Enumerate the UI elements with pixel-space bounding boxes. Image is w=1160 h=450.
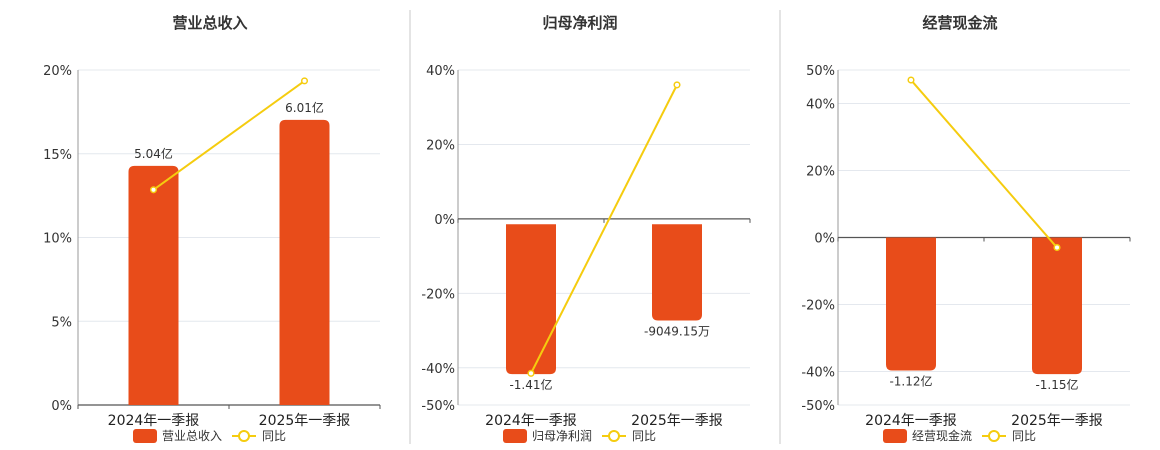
- y-tick-label: 20%: [806, 165, 835, 180]
- legend-swatch-marker: [238, 430, 250, 442]
- y-tick-label: -50%: [801, 399, 835, 414]
- bar-value-label: -1.15亿: [1035, 377, 1078, 392]
- legend-swatch-bar: [133, 429, 157, 443]
- legend-swatch-bar: [503, 429, 527, 443]
- legend-label-bar: 归母净利润: [532, 429, 592, 443]
- line-point: [907, 76, 915, 84]
- y-tick-label: 0%: [51, 399, 72, 414]
- line-series: [910, 79, 1058, 249]
- x-tick-label: 2025年一季报: [259, 413, 351, 429]
- x-tick-label: 2024年一季报: [865, 413, 957, 429]
- bar: [506, 224, 556, 375]
- line-series: [152, 80, 306, 191]
- y-tick-label: -50%: [421, 399, 455, 414]
- y-tick-label: 10%: [43, 232, 72, 247]
- legend-label-bar: 营业总收入: [162, 429, 222, 443]
- y-tick-label: 15%: [43, 148, 72, 163]
- y-tick-label: 20%: [426, 138, 455, 153]
- y-tick-label: 40%: [426, 64, 455, 79]
- line-point: [149, 186, 158, 194]
- x-tick-label: 2025年一季报: [631, 413, 723, 429]
- bar-value-label: 5.04亿: [134, 146, 173, 161]
- x-tick-label: 2024年一季报: [485, 413, 577, 429]
- line-point: [673, 81, 681, 89]
- legend-label-line: 同比: [262, 429, 286, 443]
- chart-title: 营业总收入: [172, 14, 247, 32]
- line-point: [300, 77, 309, 85]
- line-series: [530, 84, 678, 374]
- y-tick-label: 50%: [806, 64, 835, 79]
- bar: [128, 165, 179, 405]
- y-tick-label: -20%: [801, 299, 835, 314]
- y-tick-label: 40%: [806, 98, 835, 113]
- bar: [1032, 237, 1082, 375]
- chart-title: 经营现金流: [922, 14, 997, 32]
- bar-value-label: -9049.15万: [644, 324, 710, 338]
- legend-swatch-marker: [988, 430, 1000, 442]
- line-point: [527, 369, 535, 377]
- y-tick-label: 0%: [814, 232, 835, 247]
- bar: [279, 119, 330, 406]
- y-tick-label: 20%: [43, 64, 72, 79]
- legend-label-line: 同比: [632, 429, 656, 443]
- y-tick-label: 5%: [51, 315, 72, 330]
- bar: [652, 224, 702, 321]
- y-tick-label: -20%: [421, 287, 455, 302]
- x-tick-label: 2024年一季报: [108, 413, 200, 429]
- legend-label-bar: 经营现金流: [912, 428, 972, 443]
- chart-title: 归母净利润: [542, 14, 617, 32]
- bar-value-label: 6.01亿: [285, 100, 324, 115]
- legend-label-line: 同比: [1012, 429, 1036, 443]
- bar-value-label: -1.12亿: [889, 374, 932, 389]
- legend-swatch-bar: [883, 429, 907, 443]
- y-tick-label: -40%: [801, 366, 835, 381]
- legend-swatch-marker: [608, 430, 620, 442]
- bar-value-label: -1.41亿: [509, 377, 552, 392]
- y-tick-label: 0%: [434, 213, 455, 228]
- x-tick-label: 2025年一季报: [1011, 413, 1103, 429]
- y-tick-label: -40%: [421, 362, 455, 377]
- bar: [886, 237, 936, 371]
- line-point: [1053, 244, 1061, 252]
